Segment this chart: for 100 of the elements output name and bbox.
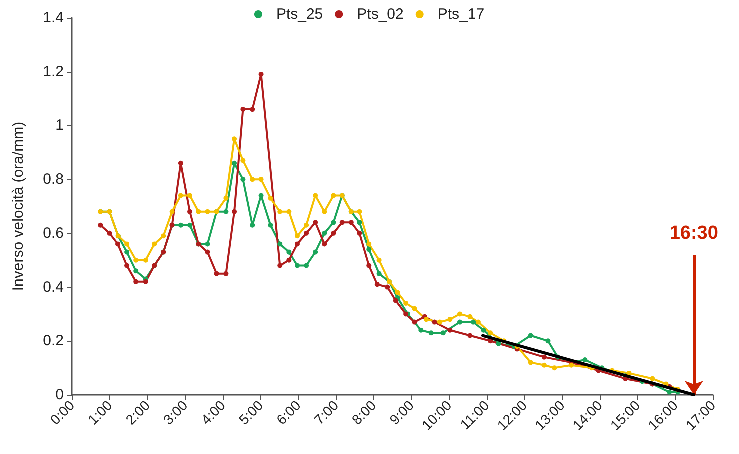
point	[395, 290, 400, 296]
y-tick-label: 1	[56, 117, 64, 134]
point	[650, 376, 656, 382]
point	[376, 258, 382, 263]
point	[458, 320, 462, 325]
point	[313, 220, 318, 226]
point	[224, 196, 229, 201]
point	[143, 279, 148, 284]
point	[134, 258, 139, 263]
point	[542, 362, 547, 368]
point	[528, 360, 534, 366]
x-tick-label: 5:00	[236, 397, 266, 428]
point	[143, 258, 148, 263]
point	[188, 209, 193, 214]
point	[268, 196, 274, 201]
point	[432, 320, 438, 325]
point	[357, 209, 362, 214]
y-tick-label: 0.6	[43, 224, 64, 242]
y-tick-label: 0.4	[43, 278, 64, 296]
point	[278, 242, 283, 247]
legend-label: Pts_17	[438, 6, 485, 23]
x-tick-label: 7:00	[311, 397, 342, 428]
point	[667, 390, 672, 395]
point	[224, 209, 229, 214]
x-tick-label: 3:00	[160, 397, 191, 428]
point	[224, 271, 229, 276]
point	[404, 300, 409, 306]
x-tick-label: 9:00	[386, 397, 418, 428]
point	[240, 177, 246, 182]
point	[448, 328, 453, 333]
point	[286, 209, 292, 214]
x-tick-label: 4:00	[198, 397, 229, 428]
point	[412, 320, 418, 325]
point	[569, 362, 574, 368]
legend-label: Pts_25	[276, 6, 324, 23]
point	[178, 193, 184, 198]
y-tick-label: 1.4	[43, 10, 64, 26]
point	[313, 193, 318, 198]
point	[348, 220, 354, 226]
point	[232, 136, 238, 142]
point	[268, 222, 274, 228]
point	[294, 263, 300, 268]
point	[286, 258, 292, 263]
point	[304, 222, 310, 228]
point	[357, 220, 362, 226]
y-tick-label: 0	[56, 386, 64, 404]
point	[331, 193, 336, 198]
point	[476, 320, 481, 325]
point	[124, 263, 130, 268]
point	[214, 271, 220, 276]
point	[170, 209, 175, 214]
point	[205, 242, 210, 247]
point	[357, 230, 362, 236]
annotation: 16:30	[670, 223, 718, 244]
point	[286, 250, 292, 255]
x-tick-label: 6:00	[273, 397, 304, 428]
point	[418, 328, 424, 333]
point	[278, 209, 283, 214]
point	[294, 242, 300, 247]
point	[322, 242, 328, 247]
point	[393, 298, 398, 304]
point	[424, 317, 429, 322]
point	[250, 222, 256, 228]
point	[250, 177, 256, 182]
point	[240, 158, 246, 164]
point	[134, 268, 139, 274]
point	[258, 193, 264, 198]
point	[366, 247, 372, 252]
point	[116, 242, 120, 247]
point	[250, 107, 256, 112]
point	[481, 328, 486, 333]
point	[428, 330, 434, 336]
point	[496, 341, 502, 346]
point	[294, 234, 300, 239]
point	[468, 314, 473, 320]
point	[488, 330, 494, 336]
point	[376, 271, 382, 276]
point	[440, 330, 446, 336]
point	[205, 250, 210, 255]
point	[552, 366, 558, 371]
point	[542, 354, 547, 360]
point	[438, 320, 443, 325]
point	[124, 242, 130, 247]
point	[471, 320, 476, 325]
point	[322, 230, 328, 236]
legend-label: Pts_02	[357, 6, 404, 23]
point	[374, 282, 380, 288]
y-tick-label: 1.2	[43, 63, 64, 80]
point	[304, 263, 310, 268]
point	[196, 209, 202, 214]
point	[458, 312, 462, 317]
point	[98, 222, 104, 228]
point	[258, 177, 264, 182]
point	[304, 230, 310, 236]
point	[582, 357, 588, 362]
x-tick-label: 8:00	[348, 397, 380, 428]
point	[412, 306, 418, 312]
point	[107, 230, 112, 236]
point	[366, 263, 372, 268]
point	[546, 338, 551, 344]
